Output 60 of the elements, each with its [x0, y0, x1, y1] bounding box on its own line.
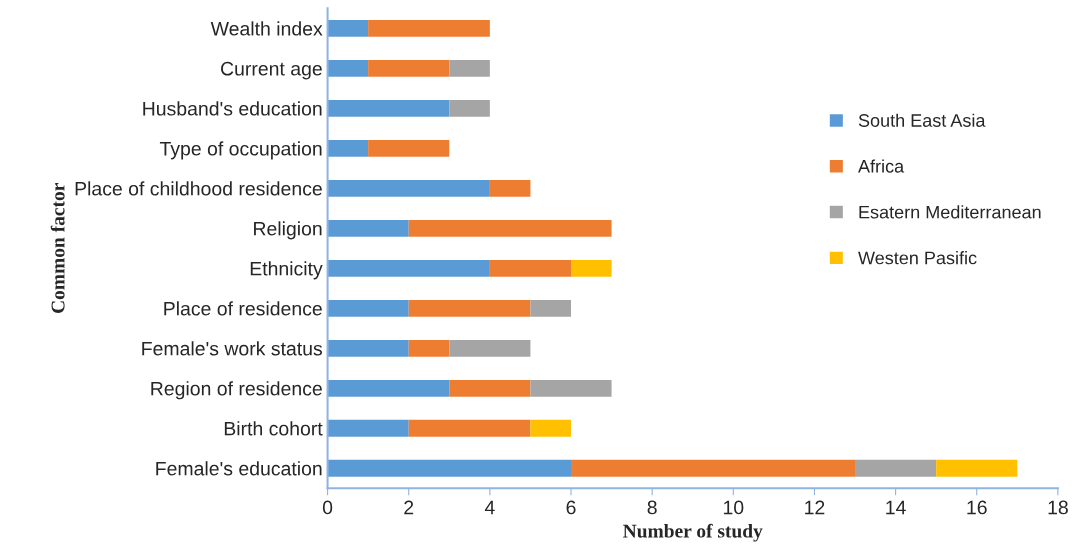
y-axis-title: Common factor — [50, 183, 65, 313]
bar — [327, 99, 450, 117]
bar — [449, 379, 531, 397]
y-tick-label: Region of residence — [151, 381, 322, 400]
x-axis-title: Number of study — [623, 523, 763, 542]
x-tick-label: 14 — [886, 500, 906, 515]
x-tick-label: 0 — [322, 500, 333, 515]
bar — [368, 19, 490, 37]
bar — [327, 299, 409, 317]
bar — [368, 139, 450, 157]
y-tick-label: Birth cohort — [224, 421, 323, 436]
bar — [449, 99, 490, 117]
legend-label: Esatern Mediterranean — [859, 205, 1041, 219]
bar — [449, 59, 490, 77]
y-tick-label: Female's education — [156, 461, 322, 476]
x-tick-label: 18 — [1048, 500, 1068, 515]
x-tick-label: 10 — [723, 500, 744, 515]
y-tick-label: Ethnicity — [250, 261, 323, 280]
y-tick-label: Place of childhood residence — [75, 181, 322, 196]
legend-label: Africa — [858, 159, 905, 173]
y-tick-label: Husband's education — [143, 101, 322, 116]
bar — [368, 59, 450, 77]
legend-label: Westen Pasific — [858, 251, 977, 265]
bar — [327, 259, 490, 277]
bar — [530, 299, 572, 317]
bar — [449, 339, 531, 357]
bar — [408, 299, 531, 317]
bar — [327, 379, 450, 397]
y-tick-label: Wealth index — [210, 21, 323, 36]
bar — [327, 459, 572, 477]
bar — [327, 59, 369, 77]
bar — [936, 459, 1018, 477]
y-tick-label: Female's work status — [142, 341, 323, 356]
x-tick-label: 2 — [404, 500, 414, 515]
bar — [530, 419, 572, 437]
bar — [327, 419, 409, 437]
bar — [489, 179, 531, 197]
bar — [489, 259, 572, 277]
legend-label: South East Asia — [858, 113, 986, 127]
x-tick-label: 6 — [566, 500, 576, 515]
bar — [327, 179, 490, 197]
y-tick-label: Type of occupation — [159, 141, 322, 160]
y-tick-label: Place of residence — [164, 301, 322, 316]
bar — [408, 219, 612, 237]
bar — [327, 219, 409, 237]
bar — [327, 139, 369, 157]
bar — [855, 459, 937, 477]
bar — [408, 419, 531, 437]
x-tick-label: 12 — [805, 500, 825, 515]
x-tick-label: 4 — [484, 500, 495, 515]
y-tick-label: Religion — [254, 221, 322, 240]
x-tick-label: 16 — [967, 500, 987, 515]
bar — [408, 339, 450, 357]
bar — [571, 459, 856, 477]
y-tick-label: Current age — [221, 61, 322, 80]
bar — [571, 259, 612, 277]
bar — [327, 339, 409, 357]
bar — [530, 379, 612, 397]
x-tick-label: 8 — [647, 500, 657, 515]
bar — [327, 19, 369, 37]
